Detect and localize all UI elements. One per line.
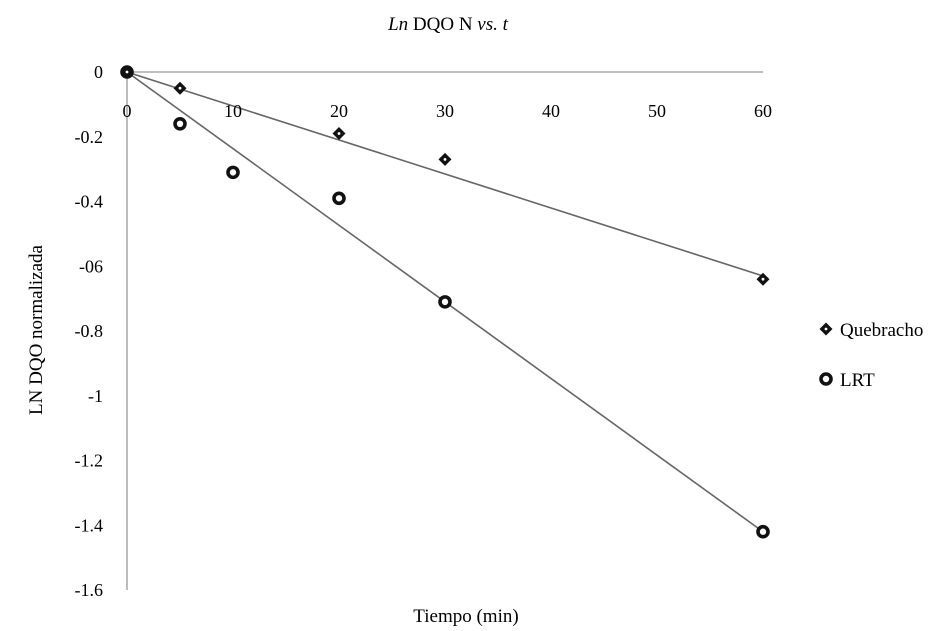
axes bbox=[126, 70, 763, 590]
x-tick-label: 30 bbox=[436, 101, 454, 121]
lrt-point bbox=[226, 165, 240, 180]
diamond-center bbox=[125, 70, 129, 74]
diamond-center bbox=[443, 158, 447, 161]
x-axis-title: Tiempo (min) bbox=[413, 606, 518, 627]
lrt-point bbox=[438, 295, 452, 309]
y-tick-label: -0.8 bbox=[75, 321, 104, 341]
y-tick-label: -0.2 bbox=[75, 127, 104, 147]
x-tick-label: 10 bbox=[224, 101, 242, 121]
title-italic-ln: Ln bbox=[387, 14, 408, 35]
lrt-point bbox=[173, 117, 187, 131]
legend-label-quebracho: Quebracho bbox=[840, 320, 923, 341]
y-tick-label: -06 bbox=[79, 256, 103, 276]
quebracho-point bbox=[438, 152, 452, 166]
diamond-center bbox=[761, 277, 765, 281]
quebracho-point bbox=[756, 272, 770, 286]
x-tick-label: 50 bbox=[648, 101, 666, 121]
y-tick-label: -0.4 bbox=[75, 192, 104, 212]
y-tick-label: -1 bbox=[88, 386, 103, 406]
y-tick-label: 0 bbox=[94, 62, 103, 82]
x-tick-label: 40 bbox=[542, 101, 560, 121]
x-tick-label: 0 bbox=[123, 101, 132, 121]
legend-marker-lrt bbox=[819, 372, 833, 386]
diamond-center bbox=[824, 327, 828, 331]
y-axis-title: LN DQO normalizada bbox=[26, 244, 47, 414]
diamond-center bbox=[337, 132, 341, 135]
y-tick-label: -1.4 bbox=[75, 515, 104, 535]
chart-title: Ln DQO N vs. t bbox=[387, 14, 509, 35]
legend: Quebracho LRT bbox=[819, 320, 923, 391]
lrt-point bbox=[756, 524, 770, 539]
quebracho-point bbox=[173, 81, 187, 95]
quebracho-point bbox=[332, 127, 346, 141]
title-plain: DQO N bbox=[408, 14, 477, 35]
tick-labels: 0 10 20 30 40 50 60 0 -0.2 -0.4 -06 -0.8 -1 -1.2 -1.4 -… bbox=[75, 62, 773, 600]
y-tick-label: -1.2 bbox=[75, 451, 104, 471]
legend-marker-quebracho bbox=[819, 322, 833, 336]
quebracho-trendline bbox=[126, 71, 764, 277]
y-tick-label: -1.6 bbox=[75, 580, 104, 600]
x-tick-label: 20 bbox=[330, 101, 348, 121]
legend-label-lrt: LRT bbox=[840, 370, 875, 391]
diamond-center bbox=[178, 86, 182, 90]
x-tick-label: 60 bbox=[754, 101, 772, 121]
quebracho-point bbox=[120, 65, 134, 79]
lrt-point bbox=[332, 191, 346, 206]
data-markers bbox=[120, 65, 770, 539]
title-italic-vs: vs. t bbox=[477, 14, 508, 35]
